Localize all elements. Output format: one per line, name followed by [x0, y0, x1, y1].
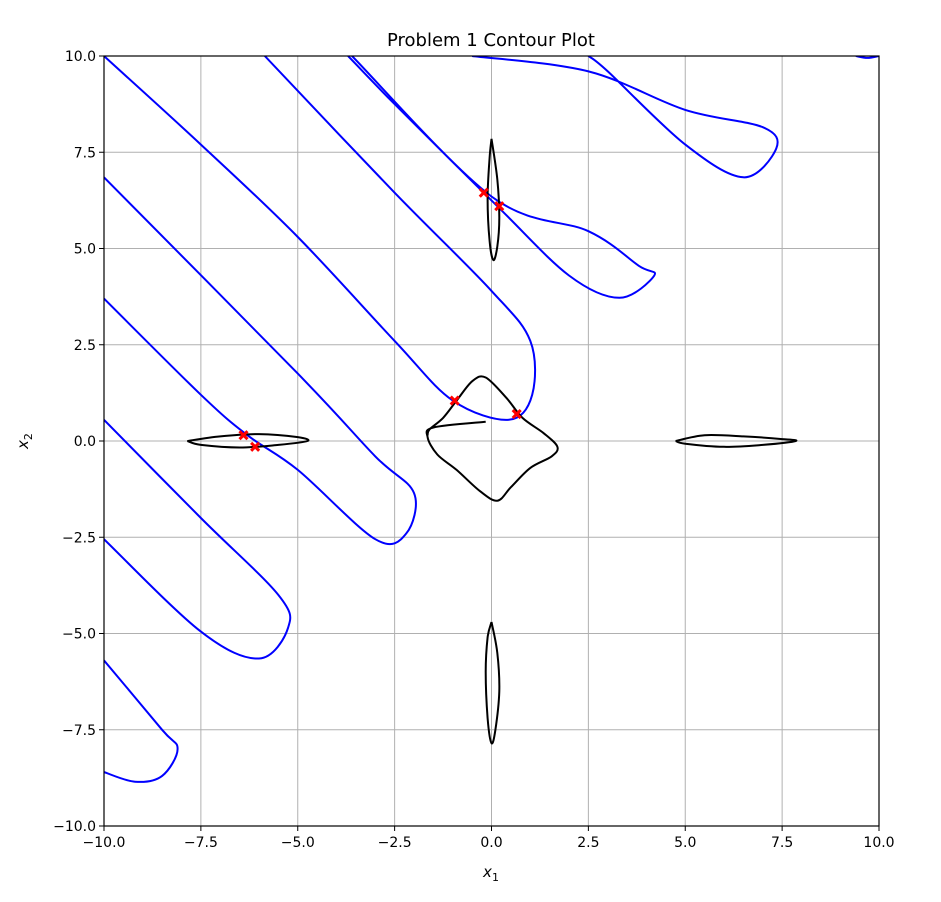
y-tick-label: 0.0 [74, 434, 96, 450]
intersection-marker-0 [478, 187, 489, 198]
black-contour-line-8 [486, 138, 501, 262]
blue-contour-line-2 [471, 56, 779, 179]
x-tick-label: −2.5 [378, 835, 412, 851]
intersection-marker-1 [494, 201, 505, 212]
y-tick-label: −5.0 [62, 627, 96, 643]
x-axis-label: x1 [482, 863, 499, 884]
x-tick-label: −10.0 [83, 835, 126, 851]
y-tick-label: −7.5 [62, 723, 96, 739]
intersection-marker-4 [238, 430, 249, 441]
y-tick-label: −10.0 [53, 819, 96, 835]
intersection-markers [238, 187, 522, 452]
blue-contour-line-3 [104, 176, 417, 546]
intersection-marker-2 [449, 395, 460, 406]
y-tick-label: 2.5 [74, 338, 96, 354]
blue-contour-line-4 [104, 419, 292, 660]
x-tick-label: 2.5 [577, 835, 599, 851]
black-contour-line-10 [186, 433, 310, 449]
blue-contour-line-0 [104, 56, 537, 421]
black-contour-line-9 [484, 621, 501, 745]
chart-title: Problem 1 Contour Plot [387, 30, 595, 51]
intersection-marker-5 [250, 441, 261, 452]
y-tick-label: 5.0 [74, 242, 96, 258]
intersection-marker-3 [511, 408, 522, 420]
blue-contour-line-1 [347, 56, 656, 299]
blue-contour-line-5 [104, 659, 179, 783]
y-tick-label: 7.5 [74, 145, 96, 161]
x-tick-label: −7.5 [184, 835, 218, 851]
y-tick-label: −2.5 [62, 530, 96, 546]
x-tick-label: 10.0 [863, 835, 894, 851]
y-axis-label: x2 [14, 433, 35, 450]
contour-series [104, 56, 879, 783]
x-tick-label: 5.0 [674, 835, 696, 851]
black-contour-line-11 [675, 433, 798, 448]
x-tick-label: −5.0 [281, 835, 315, 851]
x-tick-label: 7.5 [771, 835, 793, 851]
axis-ticks: −10.0 −7.5 −5.0 −2.5 0.0 2.5 5.0 7.5 10.0 −10.0 −7… [53, 49, 894, 851]
y-tick-label: 10.0 [65, 49, 96, 65]
x-tick-label: 0.0 [480, 835, 502, 851]
